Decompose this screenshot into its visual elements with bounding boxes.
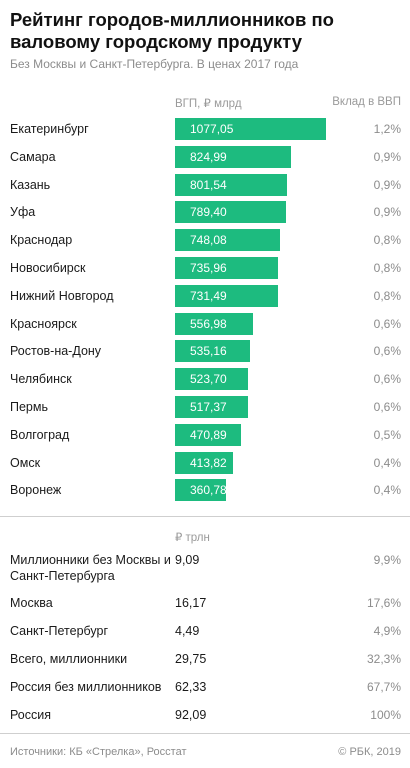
bar [175,368,248,391]
bar-row: Пермь 517,37 0,6% [0,394,410,422]
bar-row: Уфа 789,40 0,9% [0,199,410,227]
summary-share: 9,9% [373,553,401,567]
summary-value: 16,17 [175,596,207,610]
bar [175,118,326,140]
city-label: Новосибирск [10,261,86,275]
divider [0,733,410,734]
gdp-share-label: 0,8% [373,233,401,248]
summary-value: 62,33 [175,680,207,694]
summary-name: Всего, миллионники [10,652,128,666]
column-header-trln: ₽ трлн [175,532,210,544]
summary-share: 67,7% [366,680,401,694]
footer-credit: © РБК, 2019 [338,746,401,758]
footer-sources: Источники: КБ «Стрелка», Росстат [10,746,187,758]
bar-row: Челябинск 523,70 0,6% [0,366,410,394]
summary-value: 9,09 [175,553,200,567]
bar [175,201,286,224]
gdp-share-label: 0,5% [373,427,401,442]
bar-value-label: 824,99 [190,149,227,164]
column-header-vgp: ВГП, ₽ млрд [175,98,242,110]
gdp-share-label: 0,6% [373,316,401,331]
bar [175,396,248,418]
gdp-share-label: 0,6% [373,372,401,387]
bar [175,284,278,307]
summary-share: 4,9% [373,624,401,638]
bar [175,145,291,168]
city-label: Пермь [10,400,48,414]
summary-share: 100% [370,708,401,722]
summary-name: Миллионники без Москвы и Санкт-Петербург… [10,553,171,583]
summary-name: Санкт-Петербург [10,624,109,638]
page-title: Рейтинг городов-миллионников по валовому… [10,9,334,52]
city-label: Нижний Новгород [10,288,114,303]
bar-value-label: 470,89 [190,427,227,442]
bar [175,479,226,502]
bar [175,423,241,446]
city-label: Екатеринбург [10,122,89,136]
bar-value-label: 523,70 [190,372,227,387]
city-label: Самара [10,149,56,164]
bar-row: Воронеж 360,78 0,4% [0,477,410,505]
gdp-share-label: 0,6% [373,344,401,359]
bar-value-label: 801,54 [190,177,227,192]
city-label: Красноярск [10,316,77,331]
bar-value-label: 1077,05 [190,122,234,136]
bar-value-label: 735,96 [190,261,227,275]
bar [175,173,287,196]
summary-name: Россия без миллионников [10,680,162,694]
bar [175,312,253,335]
bar-row: Казань 801,54 0,9% [0,172,410,200]
summary-name: Москва [10,596,53,610]
city-label: Казань [10,177,51,192]
page-subtitle: Без Москвы и Санкт-Петербурга. В ценах 2… [10,57,299,71]
bar-value-label: 360,78 [190,483,227,498]
gdp-share-label: 1,2% [373,122,401,136]
summary-name: Россия [10,708,51,722]
city-label: Воронеж [10,483,62,498]
city-label: Уфа [10,205,36,220]
summary-value: 29,75 [175,652,207,666]
summary-value: 92,09 [175,708,207,722]
bar-row: Нижний Новгород 731,49 0,8% [0,283,410,311]
city-label: Ростов-на-Дону [10,344,102,359]
bar-row: Красноярск 556,98 0,6% [0,311,410,339]
bar [175,257,278,279]
bar-row: Екатеринбург 1077,05 1,2% [0,116,410,144]
bar [175,340,250,363]
gdp-share-label: 0,9% [373,177,401,192]
bar-row: Краснодар 748,08 0,8% [0,227,410,255]
gdp-share-label: 0,8% [373,288,401,303]
bar [175,229,280,252]
gdp-share-label: 0,8% [373,261,401,275]
gdp-share-label: 0,9% [373,149,401,164]
bar-row: Ростов-на-Дону 535,16 0,6% [0,338,410,366]
bar-value-label: 731,49 [190,288,227,303]
gdp-share-label: 0,4% [373,483,401,498]
summary-share: 17,6% [366,596,401,610]
bar-row: Новосибирск 735,96 0,8% [0,255,410,283]
bar-value-label: 517,37 [190,400,227,414]
bar-value-label: 748,08 [190,233,227,248]
city-label: Челябинск [10,372,72,387]
bar-value-label: 413,82 [190,455,227,470]
city-label: Краснодар [10,233,73,248]
bar-value-label: 535,16 [190,344,227,359]
bar [175,451,233,474]
column-header-share: Вклад в ВВП [332,96,401,108]
bar-row: Самара 824,99 0,9% [0,144,410,172]
city-label: Волгоград [10,427,70,442]
summary-value: 4,49 [175,624,200,638]
city-label: Омск [10,455,41,470]
gdp-share-label: 0,4% [373,455,401,470]
gdp-share-label: 0,6% [373,400,401,414]
bar-value-label: 789,40 [190,205,227,220]
bar-value-label: 556,98 [190,316,227,331]
gdp-share-label: 0,9% [373,205,401,220]
summary-share: 32,3% [366,652,401,666]
bar-row: Волгоград 470,89 0,5% [0,422,410,450]
divider [0,516,410,517]
bar-row: Омск 413,82 0,4% [0,450,410,478]
